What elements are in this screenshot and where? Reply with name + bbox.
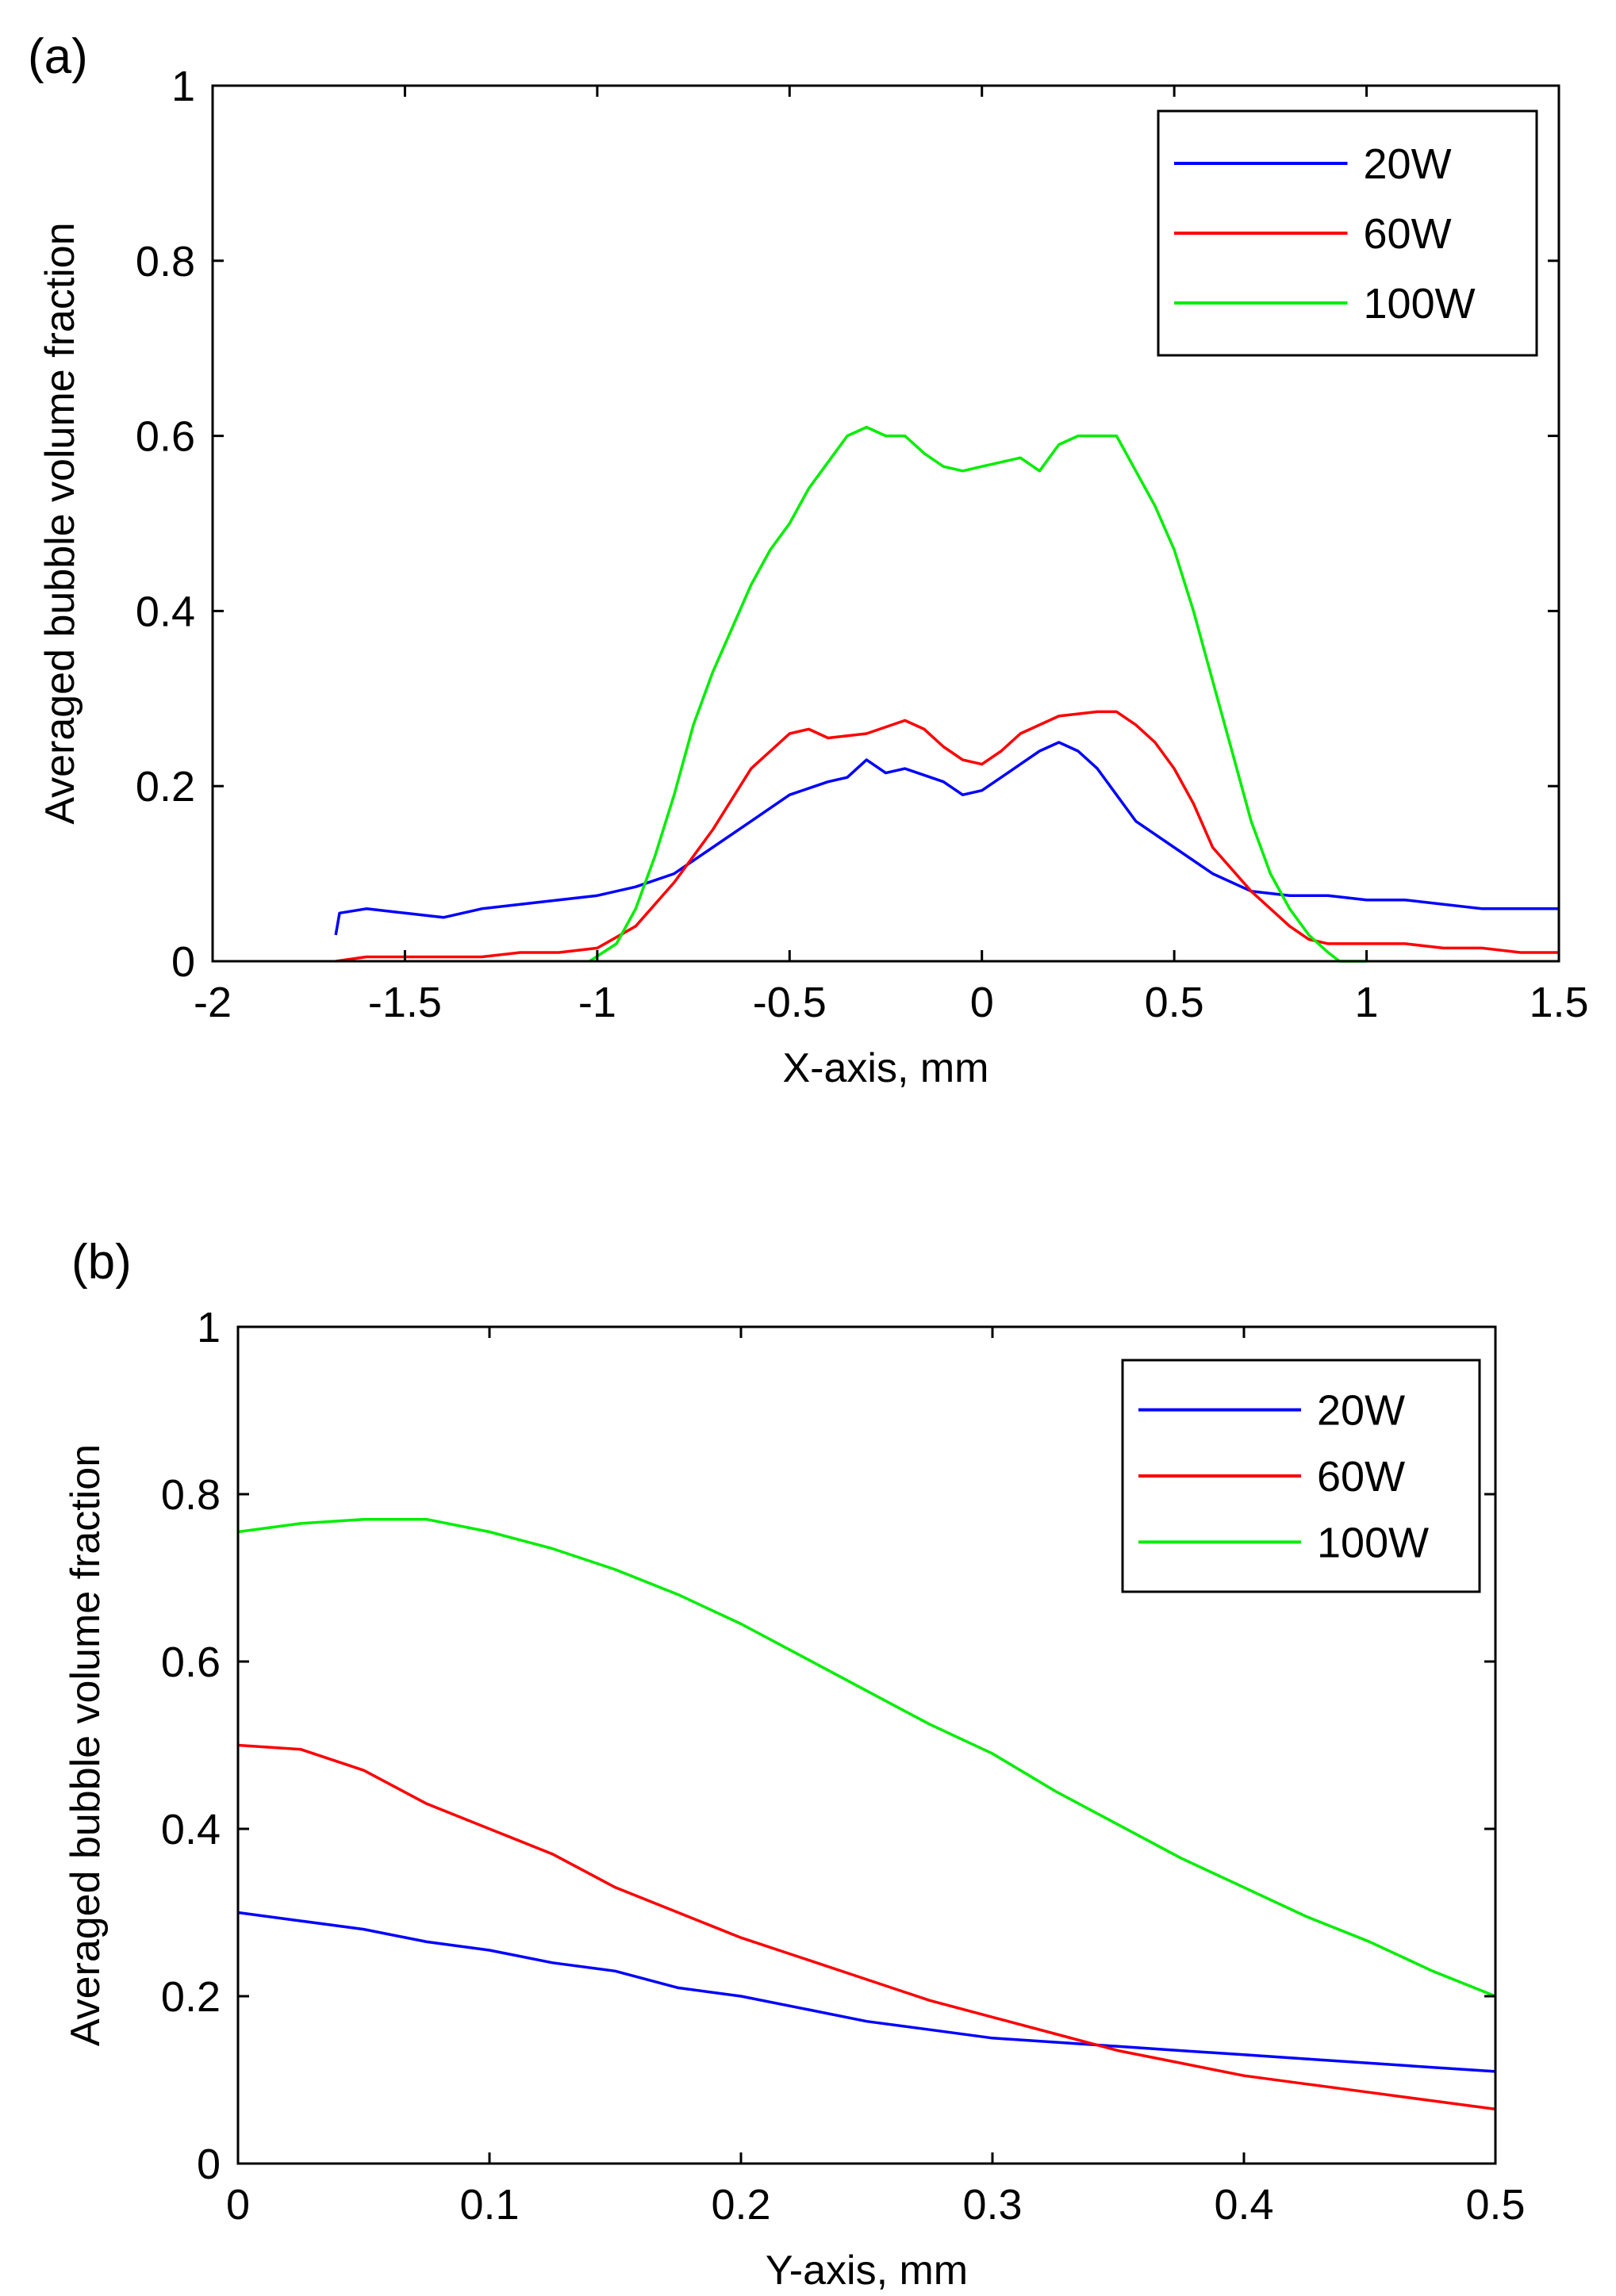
panel-label: (b) xyxy=(71,1235,132,1290)
x-tick-label: -2 xyxy=(194,979,232,1026)
series-line-100W xyxy=(589,425,1367,963)
x-tick-label: -1.5 xyxy=(368,979,442,1026)
legend-label: 100W xyxy=(1364,280,1476,328)
y-axis-title: Averaged bubble volume fraction xyxy=(63,1444,109,2046)
series-line-100W xyxy=(237,1517,1496,1998)
x-axis-title: Y-axis, mm xyxy=(766,2248,968,2294)
x-axis-title: X-axis, mm xyxy=(783,1045,989,1091)
legend: 20W 60W 100W xyxy=(1121,1359,1481,1593)
panel-b: (b) 0 0.1 0.2 0.3 0.4 0.5 0 0.2 0.4 0.6 0.8 1 Y-axis,… xyxy=(63,1235,1526,2294)
legend-label: 100W xyxy=(1317,1519,1429,1566)
x-tick-label: 0.3 xyxy=(962,2181,1022,2229)
y-tick-label: 0 xyxy=(171,938,195,986)
panel-label: (a) xyxy=(28,29,88,84)
y-tick-label: 0.4 xyxy=(161,1806,221,1853)
y-tick-label: 0.8 xyxy=(161,1471,221,1519)
x-tick-label: 0 xyxy=(226,2181,250,2229)
y-tick-label: 0.6 xyxy=(136,413,195,461)
x-tick-label: 0.5 xyxy=(1145,979,1204,1026)
legend-label: 60W xyxy=(1317,1453,1405,1501)
x-tick-label: 0 xyxy=(970,979,994,1026)
x-tick-label: -1 xyxy=(578,979,616,1026)
x-tick-label: 1.5 xyxy=(1529,979,1588,1026)
panel-a: (a) -2 -1.5 -1 -0.5 0 0.5 1 1.5 0 0.2 0.4 0.6 0.8 1 X-a… xyxy=(28,29,1589,1091)
series-line-20W xyxy=(334,741,1559,936)
x-tick-label: 0.1 xyxy=(459,2181,519,2229)
x-tick-label: 0.5 xyxy=(1465,2181,1525,2229)
x-tick-label: 0.4 xyxy=(1214,2181,1273,2229)
y-axis-title: Averaged bubble volume fraction xyxy=(37,222,83,824)
legend-label: 60W xyxy=(1364,210,1452,258)
y-tick-label: 0.8 xyxy=(136,238,195,286)
series-line-60W xyxy=(237,1743,1496,2111)
plot-frame xyxy=(236,1325,1497,2165)
y-tick-label: 1 xyxy=(197,1304,221,1351)
legend-label: 20W xyxy=(1317,1387,1405,1435)
y-tick-label: 1 xyxy=(171,63,195,110)
y-tick-label: 0.2 xyxy=(136,763,195,811)
plot-frame xyxy=(211,84,1560,963)
x-tick-label: 0.2 xyxy=(711,2181,770,2229)
legend-label: 20W xyxy=(1364,140,1452,188)
y-tick-label: 0.2 xyxy=(161,1973,221,2021)
legend: 20W 60W 100W xyxy=(1157,109,1538,357)
x-tick-label: 1 xyxy=(1355,979,1379,1026)
y-tick-label: 0 xyxy=(197,2141,221,2188)
series-line-20W xyxy=(237,1911,1496,2073)
series-line-60W xyxy=(335,710,1559,963)
y-tick-label: 0.4 xyxy=(136,588,195,635)
x-tick-label: -0.5 xyxy=(753,979,827,1026)
y-tick-label: 0.6 xyxy=(161,1639,221,1686)
